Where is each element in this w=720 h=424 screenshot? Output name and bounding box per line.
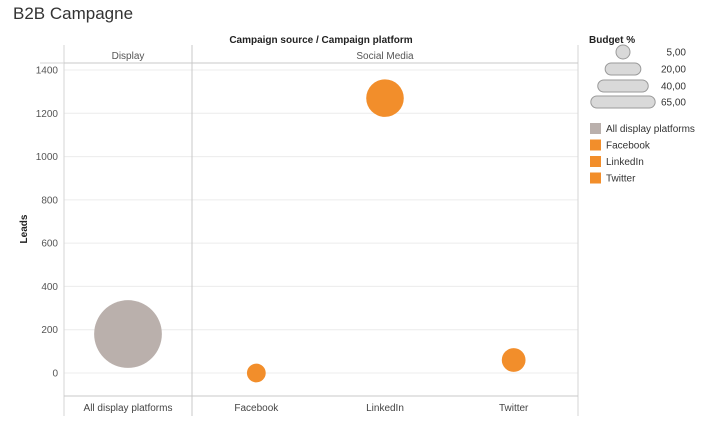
size-legend-swatch (615, 44, 631, 60)
size-legend-label: 40,00 (661, 82, 686, 93)
size-legend-label: 5,00 (667, 48, 687, 59)
bubble-linkedin (366, 79, 404, 117)
y-tick-label: 1200 (36, 109, 59, 120)
panel-headers: Display Social Media (112, 51, 414, 62)
size-legend-swatch (597, 79, 649, 93)
x-axis-categories: All display platforms Facebook LinkedIn Twi… (84, 403, 530, 414)
color-legend-swatch (590, 172, 601, 184)
size-legend-swatch (604, 62, 642, 76)
y-axis-ticks: 0 200 400 600 800 1000 1200 1400 (36, 66, 59, 380)
size-legend-label: 20,00 (661, 65, 686, 76)
bubble-facebook (246, 363, 266, 383)
color-legend-label: All display platforms (606, 124, 695, 135)
color-legend-swatch (590, 156, 601, 167)
size-legend: 5,00 20,00 40,00 65,00 (590, 44, 687, 109)
y-axis-title: Leads (19, 214, 30, 243)
color-legend-label: Twitter (606, 174, 636, 185)
x-category-label: Twitter (499, 403, 529, 414)
panel-label-social-media: Social Media (356, 51, 414, 62)
x-category-label: LinkedIn (366, 403, 404, 414)
panel-label-display: Display (112, 51, 145, 62)
color-legend-label: Facebook (606, 141, 651, 152)
size-legend-label: 65,00 (661, 98, 686, 109)
x-category-label: Facebook (234, 403, 279, 414)
x-category-label: All display platforms (84, 403, 173, 414)
color-legend: All display platforms Facebook LinkedIn Twi… (590, 123, 695, 185)
column-header: Campaign source / Campaign platform (229, 35, 412, 46)
y-tick-label: 400 (41, 282, 58, 293)
data-points (94, 79, 526, 383)
plot-frame (40, 45, 579, 416)
y-tick-label: 0 (52, 369, 58, 380)
y-tick-label: 1400 (36, 66, 59, 77)
color-legend-swatch (590, 139, 601, 151)
color-legend-label: LinkedIn (606, 157, 644, 168)
y-tick-label: 600 (41, 239, 58, 250)
size-legend-swatch (590, 95, 656, 109)
y-tick-label: 200 (41, 325, 58, 336)
y-tick-label: 1000 (36, 152, 59, 163)
chart-title: B2B Campagne (13, 4, 133, 23)
bubble-twitter (501, 348, 526, 372)
y-tick-label: 800 (41, 195, 58, 206)
color-legend-swatch (590, 123, 601, 134)
size-legend-title: Budget % (589, 35, 635, 46)
bubble-all-display-platforms (94, 300, 162, 368)
